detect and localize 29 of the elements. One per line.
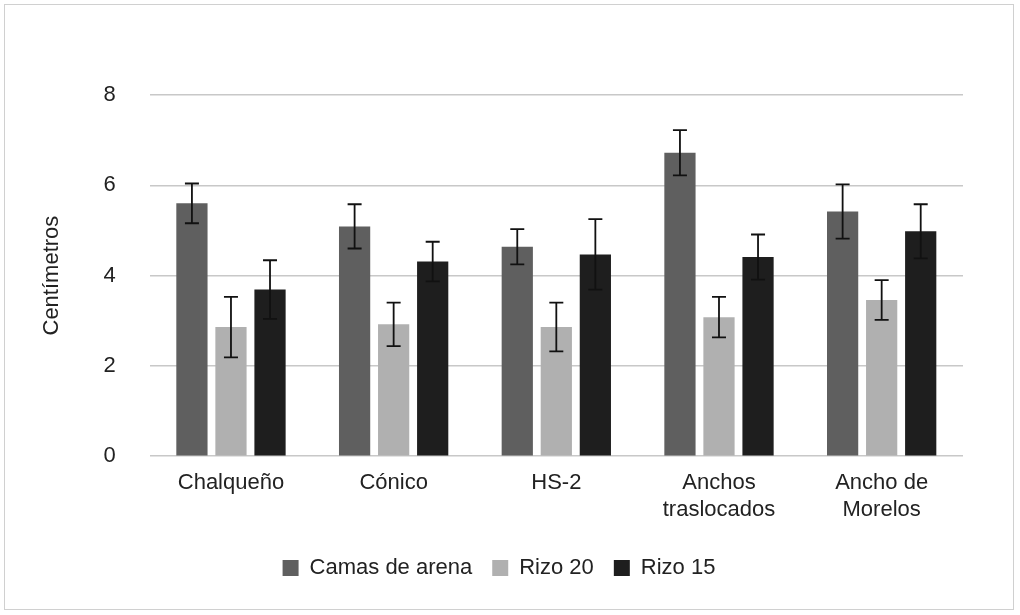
bar xyxy=(905,231,937,456)
bar xyxy=(827,211,859,456)
x-tick-label: Ancho de Morelos xyxy=(835,469,929,521)
x-tick-label: Anchos traslocados xyxy=(662,469,776,521)
bar xyxy=(579,254,611,456)
y-tick-label: 4 xyxy=(103,261,116,287)
bar xyxy=(866,299,898,456)
x-tick-label: Cónico xyxy=(359,469,428,495)
x-tick-label: HS-2 xyxy=(531,469,582,495)
x-tick-label: Chalqueño xyxy=(177,469,285,495)
y-tick-label: 2 xyxy=(103,351,116,377)
y-tick-label: 6 xyxy=(103,171,116,197)
bar xyxy=(417,261,449,456)
y-axis-title: Centímetros xyxy=(38,215,64,336)
bar xyxy=(703,317,735,456)
bar xyxy=(742,257,774,456)
y-tick-label: 0 xyxy=(103,442,116,468)
bar xyxy=(540,327,572,456)
bar xyxy=(176,203,208,456)
bar xyxy=(215,327,247,456)
legend-label: Camas de arena xyxy=(309,554,473,580)
bar xyxy=(338,226,371,456)
legend-label: Rizo 20 xyxy=(519,554,594,580)
legend-label: Rizo 15 xyxy=(640,554,716,580)
bar xyxy=(501,246,533,456)
bar xyxy=(378,324,410,456)
y-tick-label: 8 xyxy=(103,81,116,107)
bar xyxy=(664,152,696,456)
bar xyxy=(254,289,286,456)
